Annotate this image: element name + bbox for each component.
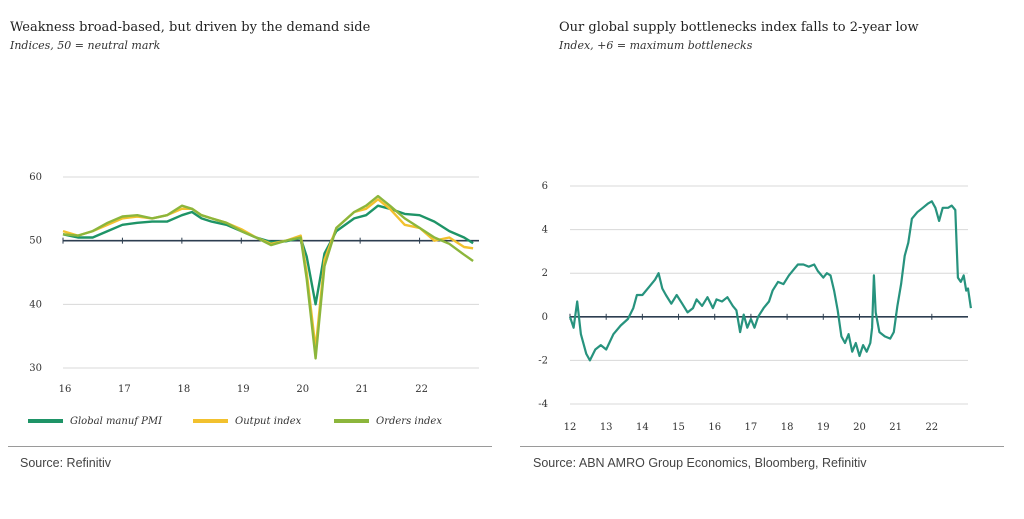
series-line-2 bbox=[62, 194, 474, 360]
x-tick-label: 16 bbox=[59, 384, 72, 395]
x-tick-label: 12 bbox=[564, 422, 577, 433]
legend-label: Global manuf PMI bbox=[70, 416, 163, 427]
y-tick-label: 2 bbox=[542, 268, 548, 279]
y-tick-label: 50 bbox=[29, 236, 42, 247]
x-tick-label: 18 bbox=[781, 422, 794, 433]
left-chart-source: Source: Refinitiv bbox=[20, 456, 112, 470]
x-tick-label: 21 bbox=[356, 384, 369, 395]
y-tick-label: 40 bbox=[29, 299, 42, 310]
x-tick-label: 17 bbox=[118, 384, 131, 395]
right-chart-title: Our global supply bottlenecks index fall… bbox=[559, 20, 919, 35]
x-tick-label: 21 bbox=[889, 422, 902, 433]
y-tick-label: 0 bbox=[542, 312, 548, 323]
right-chart-subtitle: Index, +6 = maximum bottlenecks bbox=[559, 39, 753, 52]
y-tick-label: -2 bbox=[538, 355, 548, 366]
right-chart-source: Source: ABN AMRO Group Economics, Bloomb… bbox=[533, 456, 867, 470]
x-tick-label: 15 bbox=[672, 422, 685, 433]
right-source-rule bbox=[520, 446, 1004, 447]
x-tick-label: 20 bbox=[853, 422, 866, 433]
x-tick-label: 17 bbox=[745, 422, 758, 433]
left-source-rule bbox=[8, 446, 492, 447]
x-tick-label: 22 bbox=[415, 384, 428, 395]
x-tick-label: 16 bbox=[708, 422, 721, 433]
x-tick-label: 20 bbox=[296, 384, 309, 395]
x-tick-label: 22 bbox=[925, 422, 938, 433]
x-tick-label: 19 bbox=[817, 422, 830, 433]
y-tick-label: 4 bbox=[542, 225, 548, 236]
legend-label: Orders index bbox=[376, 416, 442, 427]
y-tick-label: 6 bbox=[542, 181, 548, 192]
x-tick-label: 14 bbox=[636, 422, 649, 433]
y-tick-label: -4 bbox=[538, 399, 548, 410]
legend-label: Output index bbox=[235, 416, 302, 427]
y-tick-label: 60 bbox=[29, 172, 42, 183]
bottleneck-index-line-0 bbox=[568, 200, 972, 362]
x-tick-label: 13 bbox=[600, 422, 613, 433]
y-tick-label: 30 bbox=[29, 363, 42, 374]
x-tick-label: 19 bbox=[237, 384, 250, 395]
left-chart-subtitle: Indices, 50 = neutral mark bbox=[10, 39, 161, 52]
x-tick-label: 18 bbox=[177, 384, 190, 395]
left-chart-title: Weakness broad-based, but driven by the … bbox=[10, 20, 371, 35]
